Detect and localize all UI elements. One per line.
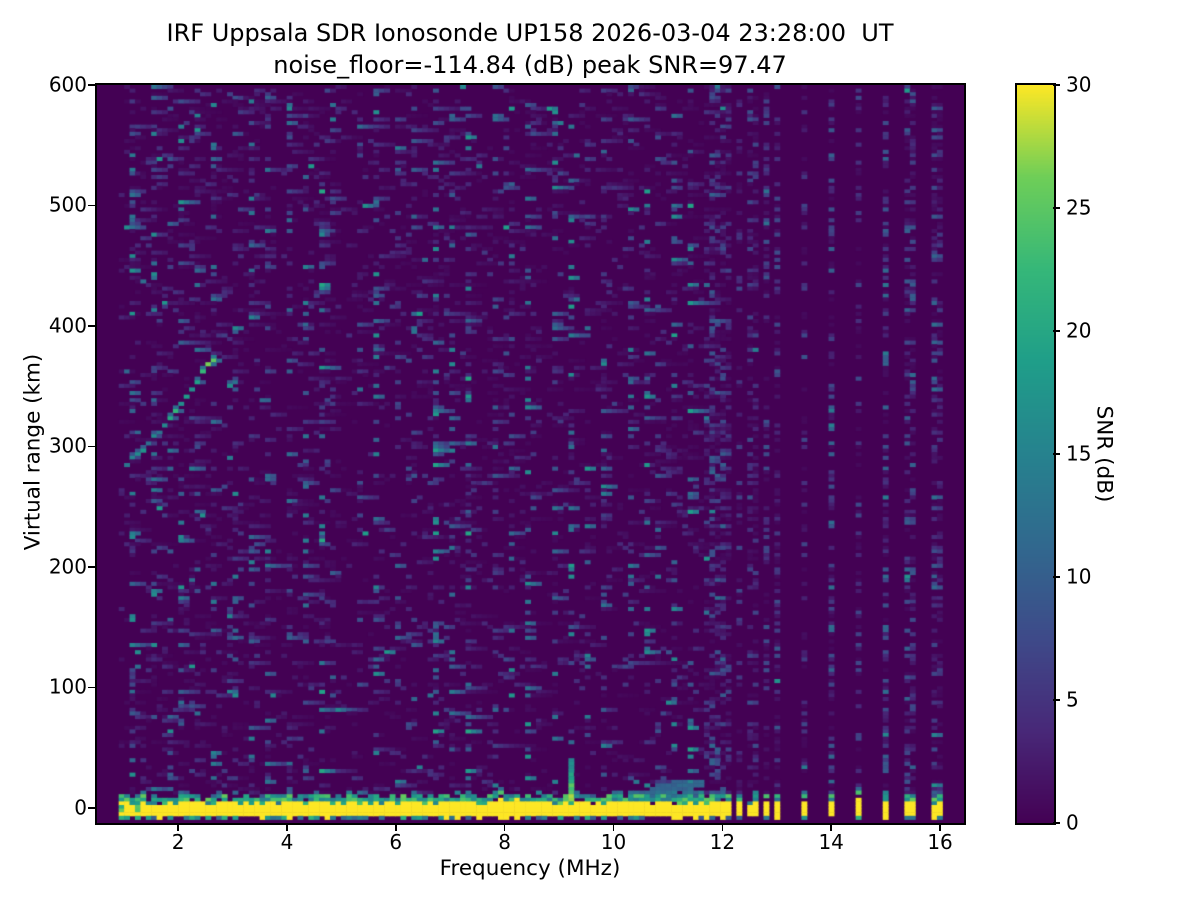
- x-tick-mark: [286, 823, 288, 831]
- x-tick-label: 2: [171, 830, 185, 854]
- y-tick-label: 600: [48, 72, 87, 97]
- y-tick-label: 0: [74, 795, 87, 820]
- x-tick-mark: [395, 823, 397, 831]
- x-tick-label: 6: [389, 830, 403, 854]
- colorbar-tick-mark: [1053, 822, 1060, 824]
- y-tick-mark: [88, 325, 96, 327]
- x-tick-mark: [830, 823, 832, 831]
- figure-title: IRF Uppsala SDR Ionosonde UP158 2026-03-…: [166, 19, 894, 47]
- x-axis-label: Frequency (MHz): [439, 856, 621, 881]
- x-tick-mark: [177, 823, 179, 831]
- y-tick-mark: [88, 84, 96, 86]
- y-tick-label: 500: [48, 193, 87, 218]
- colorbar-tick-mark: [1053, 699, 1060, 701]
- y-tick-mark: [88, 566, 96, 568]
- colorbar-tick-label: 30: [1066, 72, 1092, 97]
- x-tick-label: 14: [818, 830, 844, 854]
- colorbar-tick-mark: [1053, 84, 1060, 86]
- x-tick-label: 16: [927, 830, 953, 854]
- ionogram-heatmap-canvas: [97, 85, 964, 823]
- y-tick-mark: [88, 807, 96, 809]
- plot-axes-box: [95, 83, 966, 825]
- colorbar-tick-label: 10: [1066, 564, 1092, 589]
- y-tick-label: 100: [48, 674, 87, 699]
- colorbar-tick-mark: [1053, 576, 1060, 578]
- colorbar-label: SNR (dB): [1091, 405, 1117, 503]
- colorbar-tick-label: 5: [1066, 687, 1079, 712]
- x-tick-mark: [503, 823, 506, 831]
- x-tick-mark: [939, 823, 941, 831]
- colorbar-tick-label: 15: [1066, 441, 1092, 466]
- colorbar-tick-mark: [1053, 330, 1060, 332]
- y-tick-label: 400: [48, 313, 87, 338]
- x-tick-label: 4: [280, 830, 294, 854]
- y-tick-mark: [88, 686, 96, 689]
- y-tick-mark: [88, 204, 96, 207]
- y-tick-label: 200: [48, 554, 87, 579]
- colorbar-tick-mark: [1053, 453, 1060, 455]
- x-tick-label: 10: [600, 830, 627, 854]
- x-tick-label: 12: [709, 830, 736, 854]
- colorbar-tick-label: 0: [1066, 810, 1079, 835]
- colorbar-tick-label: 20: [1066, 318, 1092, 343]
- x-tick-label: 8: [498, 830, 512, 854]
- figure-subtitle: noise_floor=-114.84 (dB) peak SNR=97.47: [273, 51, 787, 79]
- colorbar-tick-mark: [1053, 207, 1060, 209]
- y-tick-label: 300: [48, 433, 87, 458]
- colorbar-box: [1015, 83, 1056, 825]
- colorbar-tick-label: 25: [1066, 195, 1092, 220]
- colorbar-gradient: [1017, 85, 1054, 823]
- y-tick-mark: [88, 445, 96, 448]
- x-tick-mark: [721, 823, 724, 831]
- x-tick-mark: [612, 823, 615, 831]
